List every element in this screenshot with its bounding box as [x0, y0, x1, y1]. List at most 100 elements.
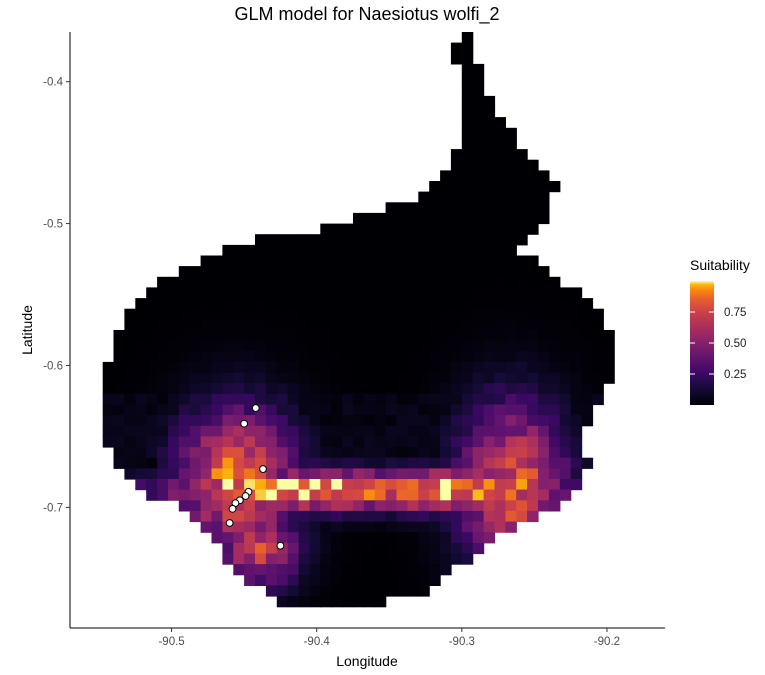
raster-cell: [146, 479, 158, 491]
raster-cell: [407, 457, 419, 469]
raster-cell: [157, 468, 169, 480]
raster-cell: [505, 415, 517, 427]
raster-cell: [222, 447, 234, 459]
raster-cell: [102, 425, 115, 437]
raster-cell: [418, 202, 430, 214]
y-tick-label: -0.7: [43, 502, 63, 514]
raster-cell: [342, 244, 354, 257]
raster-cell: [309, 308, 321, 320]
raster-cell: [592, 372, 604, 384]
raster-cell: [461, 425, 474, 437]
raster-cell: [135, 383, 147, 395]
raster-cell: [548, 404, 561, 416]
raster-cell: [461, 393, 474, 406]
raster-cell: [178, 447, 191, 459]
raster-cell: [559, 383, 572, 395]
raster-cell: [483, 308, 496, 320]
raster-cell: [494, 181, 506, 193]
raster-cell: [396, 255, 408, 267]
raster-cell: [450, 351, 463, 363]
raster-cell: [233, 415, 245, 427]
raster-cell: [265, 564, 278, 576]
raster-cell: [385, 574, 398, 586]
raster-cell: [440, 468, 452, 480]
raster-cell: [331, 585, 343, 597]
raster-cell: [429, 330, 441, 342]
raster-cell: [363, 351, 376, 363]
raster-cell: [527, 468, 539, 480]
raster-cell: [363, 266, 376, 278]
raster-cell: [309, 542, 321, 555]
raster-cell: [178, 457, 191, 469]
raster-cell: [374, 340, 387, 352]
raster-cell: [309, 500, 321, 512]
raster-cell: [211, 510, 223, 523]
raster-cell: [309, 319, 321, 331]
raster-cell: [494, 489, 506, 501]
raster-cell: [385, 276, 398, 288]
raster-cell: [233, 447, 245, 459]
raster-cell: [113, 415, 125, 427]
raster-cell: [396, 542, 408, 555]
raster-cell: [309, 457, 321, 469]
raster-cell: [287, 532, 300, 544]
raster-cell: [461, 95, 474, 108]
raster-cell: [494, 159, 506, 171]
raster-cell: [472, 393, 485, 406]
raster-cell: [559, 436, 572, 448]
raster-cell: [472, 127, 485, 139]
raster-cell: [396, 415, 408, 427]
raster-cell: [505, 372, 517, 384]
raster-cell: [483, 372, 496, 384]
raster-cell: [233, 383, 245, 395]
raster-cell: [157, 308, 169, 320]
raster-cell: [353, 510, 365, 523]
raster-cell: [516, 468, 528, 480]
raster-cell: [559, 372, 572, 384]
raster-cell: [146, 340, 158, 352]
raster-cell: [592, 383, 604, 395]
raster-cell: [516, 351, 528, 363]
raster-cell: [320, 234, 332, 246]
raster-cell: [450, 553, 463, 565]
raster-cell: [320, 447, 332, 459]
raster-cell: [548, 425, 561, 437]
raster-cell: [374, 383, 387, 395]
raster-cell: [516, 191, 528, 203]
raster-cell: [157, 425, 169, 437]
raster-cell: [211, 276, 223, 288]
raster-cell: [570, 479, 583, 491]
raster-cell: [222, 255, 234, 267]
raster-cell: [287, 596, 300, 608]
raster-cell: [276, 351, 289, 363]
raster-cell: [494, 212, 506, 225]
raster-cell: [429, 361, 441, 374]
raster-cell: [276, 553, 289, 565]
raster-cell: [276, 298, 289, 310]
raster-cell: [244, 479, 256, 491]
raster-cell: [450, 457, 463, 469]
raster-cell: [483, 234, 496, 246]
raster-cell: [505, 404, 517, 416]
raster-cell: [168, 287, 180, 299]
raster-cell: [342, 468, 354, 480]
raster-cell: [265, 510, 278, 523]
raster-cell: [168, 415, 180, 427]
raster-cell: [135, 319, 147, 331]
raster-cell: [603, 340, 615, 352]
raster-cell: [538, 372, 550, 384]
raster-cell: [309, 255, 321, 267]
raster-cell: [276, 393, 289, 406]
raster-cell: [265, 425, 278, 437]
raster-cell: [309, 393, 321, 406]
raster-cell: [331, 521, 343, 533]
raster-cell: [505, 340, 517, 352]
raster-cell: [385, 425, 398, 437]
raster-cell: [483, 351, 496, 363]
raster-cell: [418, 308, 430, 320]
raster-cell: [276, 500, 289, 512]
raster-cell: [472, 181, 485, 193]
raster-cell: [440, 457, 452, 469]
raster-cell: [429, 574, 441, 586]
raster-cell: [559, 425, 572, 437]
